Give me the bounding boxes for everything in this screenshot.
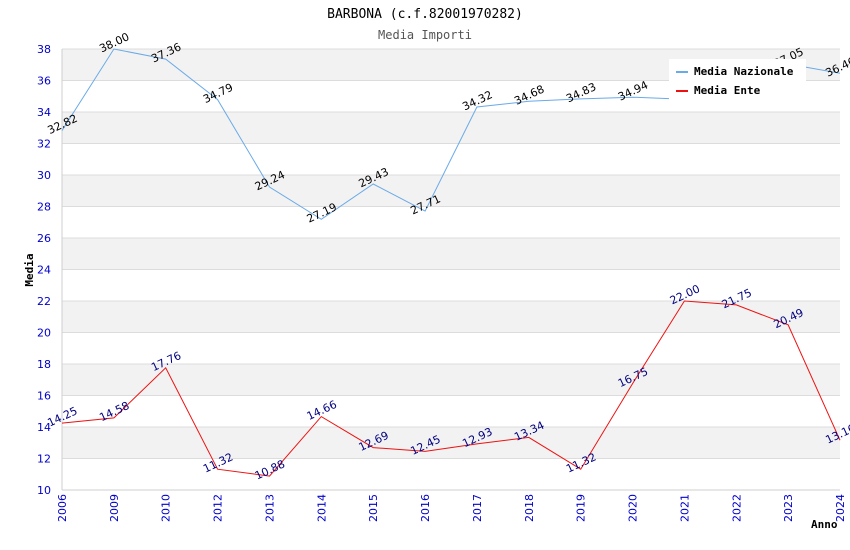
x-tick-label: 2013 xyxy=(263,494,276,522)
y-tick-label: 38 xyxy=(37,43,51,56)
y-tick-label: 10 xyxy=(37,484,51,497)
chart-title: BARBONA (c.f.82001970282) xyxy=(327,7,523,22)
y-tick-label: 32 xyxy=(37,138,51,151)
grid-lines xyxy=(61,48,840,491)
grid-band xyxy=(62,112,840,144)
x-tick-label: 2020 xyxy=(627,494,640,522)
x-axis-ticks: 2006 2009 2010 2012 2013 2014 2015 2016 2017 2018… xyxy=(56,494,847,522)
grid-band xyxy=(62,364,840,396)
x-tick-label: 2017 xyxy=(471,494,484,522)
x-tick-label: 2023 xyxy=(782,494,795,522)
y-axis-ticks: 10 12 14 16 18 20 22 24 26 28 30 32 34 36 38 xyxy=(37,43,51,497)
grid-band xyxy=(62,427,840,459)
grid-band xyxy=(62,238,840,270)
x-tick-label: 2015 xyxy=(367,494,380,522)
y-tick-label: 30 xyxy=(37,169,51,182)
data-label: 34.32 xyxy=(460,88,494,113)
data-label: 34.79 xyxy=(201,81,235,106)
x-axis-label: Anno xyxy=(811,518,838,531)
y-tick-label: 22 xyxy=(37,295,51,308)
legend-box xyxy=(669,59,806,101)
y-tick-label: 16 xyxy=(37,390,51,403)
x-tick-label: 2010 xyxy=(160,494,173,522)
y-tick-label: 26 xyxy=(37,232,51,245)
series-line-1 xyxy=(61,300,841,477)
y-tick-label: 24 xyxy=(37,264,51,277)
x-tick-label: 2019 xyxy=(575,494,588,522)
y-tick-label: 20 xyxy=(37,327,51,340)
data-label: 14.25 xyxy=(45,404,79,429)
y-tick-label: 18 xyxy=(37,358,51,371)
grid-band xyxy=(62,301,840,333)
y-tick-label: 12 xyxy=(37,453,51,466)
x-tick-label: 2006 xyxy=(56,494,69,522)
data-label: 34.83 xyxy=(564,80,598,105)
data-label: 13.16 xyxy=(823,422,850,447)
x-tick-label: 2018 xyxy=(523,494,536,522)
x-tick-label: 2016 xyxy=(419,494,432,522)
x-tick-label: 2014 xyxy=(315,494,328,522)
legend-label-ente: Media Ente xyxy=(694,84,761,97)
x-tick-label: 2012 xyxy=(212,494,225,522)
data-label: 34.94 xyxy=(616,78,650,103)
data-label: 34.68 xyxy=(512,83,546,108)
data-label: 10.88 xyxy=(253,457,287,482)
y-axis-label: Media xyxy=(23,253,36,286)
chart-subtitle: Media Importi xyxy=(378,28,472,42)
x-tick-label: 2022 xyxy=(730,494,743,522)
y-tick-label: 34 xyxy=(37,106,51,119)
grid-bands xyxy=(62,49,840,459)
x-tick-label: 2009 xyxy=(108,494,121,522)
legend-label-nazionale: Media Nazionale xyxy=(694,65,794,78)
data-label: 14.58 xyxy=(97,399,131,424)
y-tick-label: 36 xyxy=(37,75,51,88)
grid-band xyxy=(62,175,840,207)
x-tick-label: 2021 xyxy=(678,494,691,522)
y-tick-label: 28 xyxy=(37,201,51,214)
y-tick-label: 14 xyxy=(37,421,51,434)
legend: Media Nazionale Media Ente xyxy=(669,59,806,101)
x-tick-label: 2024 xyxy=(834,494,847,522)
data-label: 14.66 xyxy=(305,398,339,423)
